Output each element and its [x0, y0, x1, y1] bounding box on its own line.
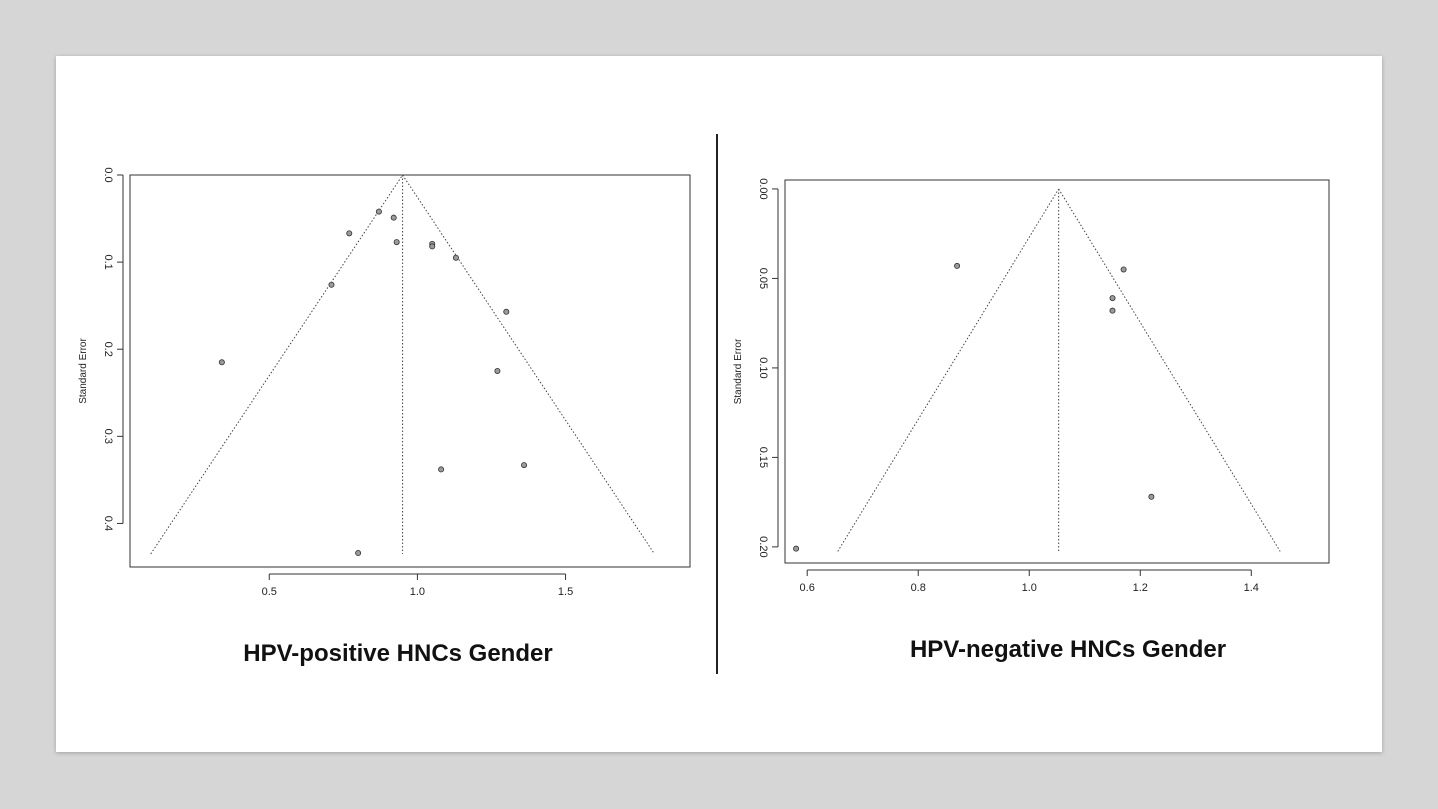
funnel-right-line: [1058, 188, 1281, 552]
study-point: [438, 466, 445, 473]
funnel-left-line: [150, 174, 404, 555]
y-tick-label: 0.0: [102, 167, 114, 182]
study-point: [1120, 266, 1127, 273]
study-point: [793, 545, 800, 552]
y-tick-label: 0.3: [102, 429, 114, 444]
y-tick-label: 0.2: [102, 342, 114, 357]
x-tick-label: 1.5: [558, 586, 573, 598]
study-point: [521, 462, 528, 469]
study-point: [1109, 295, 1116, 302]
funnel-left-line: [837, 188, 1060, 552]
y-tick-label: 0.05: [757, 268, 769, 289]
y-tick-label: 0.15: [757, 447, 769, 468]
y-axis-label: Standard Error: [78, 338, 89, 404]
study-point: [328, 281, 335, 288]
study-point: [452, 254, 459, 261]
study-point: [375, 208, 382, 215]
x-tick-label: 0.6: [800, 582, 815, 594]
study-point: [346, 230, 353, 237]
study-point: [954, 262, 961, 269]
x-tick-label: 0.5: [262, 586, 277, 598]
x-tick-label: 1.4: [1244, 582, 1259, 594]
x-tick-label: 1.0: [1022, 582, 1037, 594]
x-tick-label: 1.2: [1133, 582, 1148, 594]
y-tick-label: 0.4: [102, 516, 114, 531]
study-point: [503, 308, 510, 315]
funnel-right-line: [402, 174, 655, 555]
x-tick-label: 1.0: [410, 586, 425, 598]
panel-divider: [716, 134, 718, 674]
x-tick-label: 0.8: [911, 582, 926, 594]
study-point: [1148, 493, 1155, 500]
study-point: [494, 367, 501, 374]
funnel-plot-hpv-negative: 0.6 0.8 1.0 1.2 1.4 0.00 0.05 0.10 0.15 0.20 Stand…: [733, 178, 1330, 594]
y-axis-label: Standard Error: [733, 338, 744, 404]
study-point: [429, 243, 436, 250]
study-point: [390, 214, 397, 221]
study-point: [218, 359, 225, 366]
plot-frame: [129, 174, 691, 568]
y-tick-label: 0.20: [757, 536, 769, 557]
y-tick-label: 0.00: [757, 178, 769, 199]
y-tick-label: 0.1: [102, 254, 114, 269]
funnel-plot-hpv-positive: 0.5 1.0 1.5 0.0 0.1 0.2 0.3 0.4 Standard Error: [78, 167, 691, 598]
y-tick-label: 0.10: [757, 357, 769, 378]
slide: 0.5 1.0 1.5 0.0 0.1 0.2 0.3 0.4 Standard Error 0…: [56, 56, 1382, 752]
study-point: [393, 239, 400, 246]
study-point: [355, 550, 362, 557]
panel-title-hpv-negative: HPV-negative HNCs Gender: [909, 636, 1227, 663]
study-point: [1109, 307, 1116, 314]
plot-frame: [784, 179, 1330, 564]
panel-title-hpv-positive: HPV-positive HNCs Gender: [243, 640, 553, 667]
